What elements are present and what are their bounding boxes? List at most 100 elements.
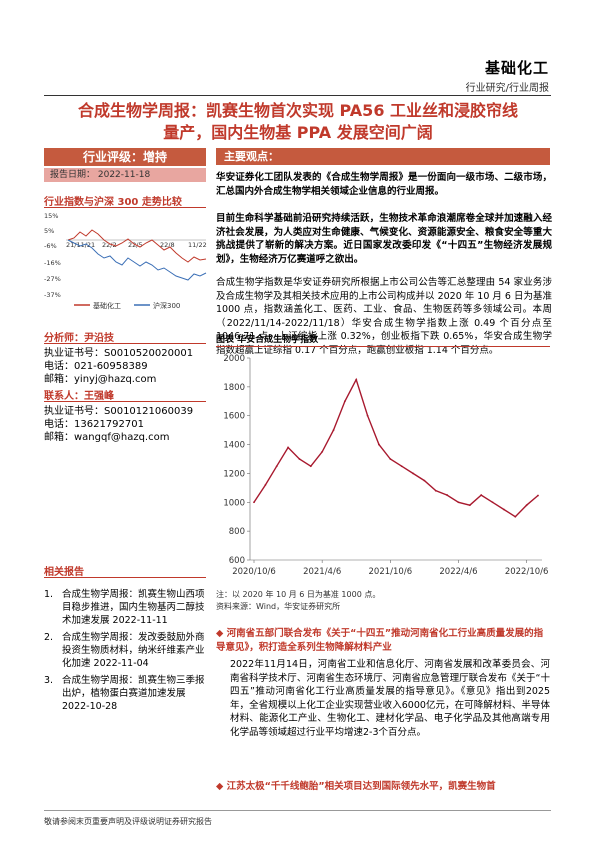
y-tick-label: 1800 bbox=[223, 383, 245, 393]
mini-series-sector bbox=[67, 229, 207, 263]
mini-y-tick: -6% bbox=[44, 242, 57, 250]
footer-disclaimer: 敬请参阅末页重要声明及评级说明证券研究报告 bbox=[44, 817, 212, 826]
data-point bbox=[491, 501, 494, 504]
divider bbox=[44, 577, 206, 578]
data-point bbox=[287, 446, 289, 449]
mini-y-tick: -37% bbox=[44, 291, 61, 299]
mini-chart-title: 行业指数与沪深 300 走势比较 bbox=[44, 197, 182, 208]
data-point bbox=[389, 458, 392, 460]
cert-number: 执业证书号：S0010520020001 bbox=[44, 348, 194, 359]
news-title-1: ◆ 河南省五部门联合发布《关于“十四五”推动河南省化工行业高质量发展的指导意见》… bbox=[216, 628, 544, 653]
bullet-icon: ◆ bbox=[216, 628, 227, 639]
data-point bbox=[378, 443, 380, 446]
footer-rule bbox=[44, 810, 551, 811]
x-tick-label: 2022/4/6 bbox=[439, 567, 477, 577]
data-point bbox=[253, 501, 255, 504]
report-link[interactable]: 合成生物学周报：凯赛生物三季报出炉，植物蛋白赛道加速发展 2022-10-28 bbox=[62, 675, 205, 712]
email[interactable]: 邮箱：yinyj@hazq.com bbox=[44, 374, 157, 385]
analyst-info: 执业证书号：S0010520020001 电话：021-60958389 邮箱：… bbox=[44, 347, 193, 386]
industry-rating: 行业评级：增持 bbox=[44, 148, 206, 166]
data-point bbox=[355, 378, 358, 381]
mini-x-tick: 21/11/21 bbox=[66, 241, 95, 249]
y-tick-label: 1400 bbox=[223, 441, 245, 451]
y-tick-label: 2000 bbox=[223, 354, 245, 364]
brand: 基础化工 bbox=[484, 59, 549, 77]
legend-label-sector: 基础化工 bbox=[93, 301, 121, 310]
chart-title-rule bbox=[216, 346, 550, 347]
series-line-index bbox=[253, 377, 539, 518]
title-line-2: 量产，国内生物基 PPA 发展空间广阔 bbox=[163, 123, 433, 142]
main-view-heading: 主要观点： bbox=[216, 148, 550, 165]
data-point bbox=[309, 465, 312, 468]
report-link[interactable]: 合成生物学周报：发改委鼓励外商投资生物质材料，纳米纤维素产业化加速 2022-1… bbox=[62, 632, 205, 669]
divider bbox=[44, 207, 206, 208]
report-link[interactable]: 合成生物学周报：凯赛生物山西项目稳步推进，国内生物基丙二醇技术加速发展 2022… bbox=[62, 589, 205, 626]
mini-x-tick: 22/8 bbox=[160, 241, 175, 249]
data-point bbox=[503, 508, 505, 511]
mini-series-csi300 bbox=[67, 239, 207, 281]
legend-label-csi300: 沪深300 bbox=[153, 301, 180, 310]
mini-y-tick: -27% bbox=[44, 275, 61, 283]
data-point bbox=[468, 504, 471, 507]
data-point bbox=[366, 414, 369, 417]
x-tick-label: 2022/10/6 bbox=[505, 567, 549, 577]
x-tick-label: 2021/4/6 bbox=[303, 567, 341, 577]
phone: 电话：13621792701 bbox=[44, 419, 144, 430]
mini-y-tick: 15% bbox=[44, 212, 58, 220]
analyst-name: 分析师：尹沿技 bbox=[44, 333, 114, 344]
mini-y-tick: 5% bbox=[44, 227, 54, 235]
mini-x-tick: 22/2 bbox=[102, 241, 117, 249]
cert-number: 执业证书号：S0010121060039 bbox=[44, 406, 194, 417]
chart-source: 资料来源：Wind，华安证券研究所 bbox=[216, 602, 341, 611]
data-point bbox=[446, 494, 449, 496]
data-point bbox=[525, 504, 528, 507]
report-type: 行业研究/行业周报 bbox=[465, 83, 549, 94]
data-point bbox=[400, 465, 403, 468]
y-tick-label: 1200 bbox=[223, 469, 245, 479]
divider bbox=[44, 343, 206, 344]
news-body-1: 2022年11月14日，河南省工业和信息化厅、河南省发展和改革委员会、河南省科学… bbox=[230, 659, 550, 738]
related-reports-list: 1. 合成生物学周报：凯赛生物山西项目稳步推进，国内生物基丙二醇技术加速发展 2… bbox=[44, 588, 209, 717]
data-point bbox=[332, 429, 335, 432]
paragraph-index: 合成生物学指数是华安证券研究所根据上市公司公告等汇总整理由 54 家业务涉及合成… bbox=[216, 277, 552, 356]
data-point bbox=[514, 515, 517, 518]
data-point bbox=[457, 501, 460, 504]
list-item[interactable]: 1. 合成生物学周报：凯赛生物山西项目稳步推进，国内生物基丙二醇技术加速发展 2… bbox=[44, 588, 209, 627]
list-item[interactable]: 3. 合成生物学周报：凯赛生物三季报出炉，植物蛋白赛道加速发展 2022-10-… bbox=[44, 674, 209, 713]
page-title: 合成生物学周报：凯赛生物首次实现 PA56 工业丝和浸胶帘线 量产，国内生物基 … bbox=[46, 100, 550, 144]
y-tick-label: 600 bbox=[229, 556, 245, 566]
contact-info: 执业证书号：S0010121060039 电话：13621792701 邮箱：w… bbox=[44, 405, 193, 444]
data-point bbox=[298, 458, 301, 460]
report-date: 报告日期： 2022-11-18 bbox=[44, 168, 206, 182]
related-reports-title: 相关报告 bbox=[44, 567, 84, 578]
data-point bbox=[321, 450, 324, 453]
mini-chart: 15% 5% -6% -16% -27% -37% 21/11/21 22/2 … bbox=[44, 212, 207, 310]
list-item[interactable]: 2. 合成生物学周报：发改委鼓励外商投资生物质材料，纳米纤维素产业化加速 202… bbox=[44, 631, 209, 670]
y-tick-label: 800 bbox=[229, 527, 245, 537]
mini-y-tick: -16% bbox=[44, 259, 61, 267]
paragraph-intro: 华安证券化工团队发表的《合成生物学周报》是一份面向一级市场、二级市场，汇总国内外… bbox=[216, 172, 552, 197]
data-point bbox=[264, 484, 267, 486]
title-line-1: 合成生物学周报：凯赛生物首次实现 PA56 工业丝和浸胶帘线 bbox=[77, 101, 519, 120]
news-title-2: ◆ 江苏太极“千千线鲍胎”相关项目达到国际领先水平，凯赛生物首 bbox=[216, 781, 496, 792]
mini-x-tick: 11/22 bbox=[188, 241, 207, 249]
contact-name: 联系人：王强峰 bbox=[44, 391, 114, 402]
data-point bbox=[275, 465, 278, 468]
email[interactable]: 邮箱：wangqf@hazq.com bbox=[44, 432, 170, 443]
data-point bbox=[423, 479, 426, 482]
phone: 电话：021-60958389 bbox=[44, 361, 148, 372]
divider bbox=[44, 401, 206, 402]
header-rule bbox=[44, 95, 551, 96]
y-tick-label: 1000 bbox=[223, 498, 245, 508]
y-tick-label: 1600 bbox=[223, 412, 245, 422]
x-tick-label: 2021/10/6 bbox=[369, 567, 413, 577]
chart-title: 图表 华安合成生物学指数 bbox=[216, 335, 319, 345]
data-point bbox=[480, 494, 483, 496]
x-tick-label: 2020/10/6 bbox=[232, 567, 276, 577]
paragraph-background: 目前生命科学基础前沿研究持续活跃，生物技术革命浪潮席卷全球并加速融入经济社会发展… bbox=[216, 213, 552, 265]
data-point bbox=[343, 400, 346, 403]
data-point bbox=[434, 489, 437, 492]
bullet-icon: ◆ bbox=[216, 781, 227, 792]
data-point bbox=[537, 494, 539, 497]
